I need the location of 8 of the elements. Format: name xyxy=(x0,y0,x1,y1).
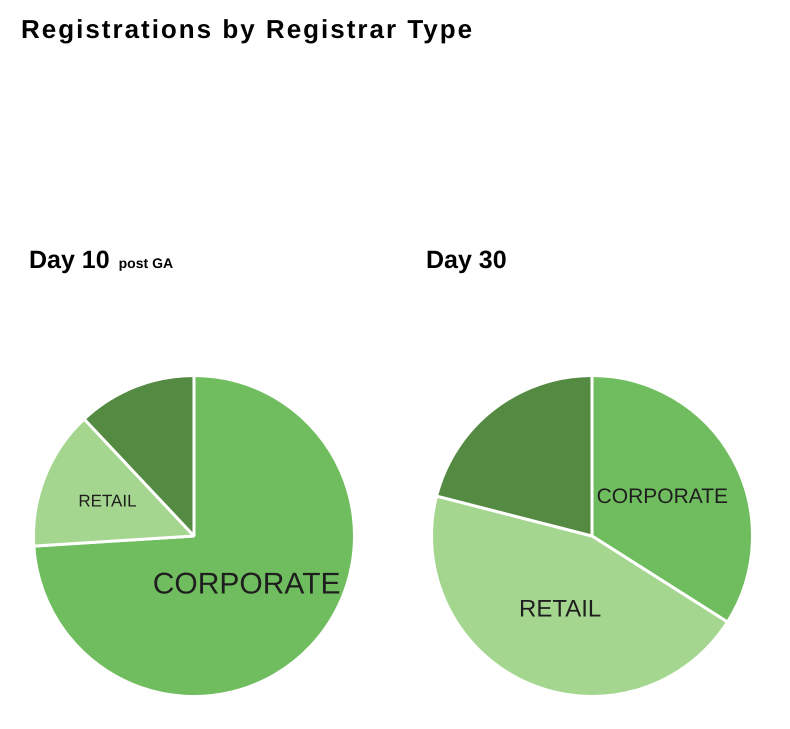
chart-title: Day 30 xyxy=(426,246,507,274)
slice-label: CORPORATE xyxy=(152,568,341,601)
slice-label: RETAIL xyxy=(519,595,602,622)
slice-label: RETAIL xyxy=(78,491,137,510)
chart-title: Day 10 xyxy=(29,246,110,274)
slice-label: CORPORATE xyxy=(596,485,728,508)
text: Registrations by Registrar Type xyxy=(21,13,474,45)
chart-subtitle: post GA xyxy=(118,255,174,271)
